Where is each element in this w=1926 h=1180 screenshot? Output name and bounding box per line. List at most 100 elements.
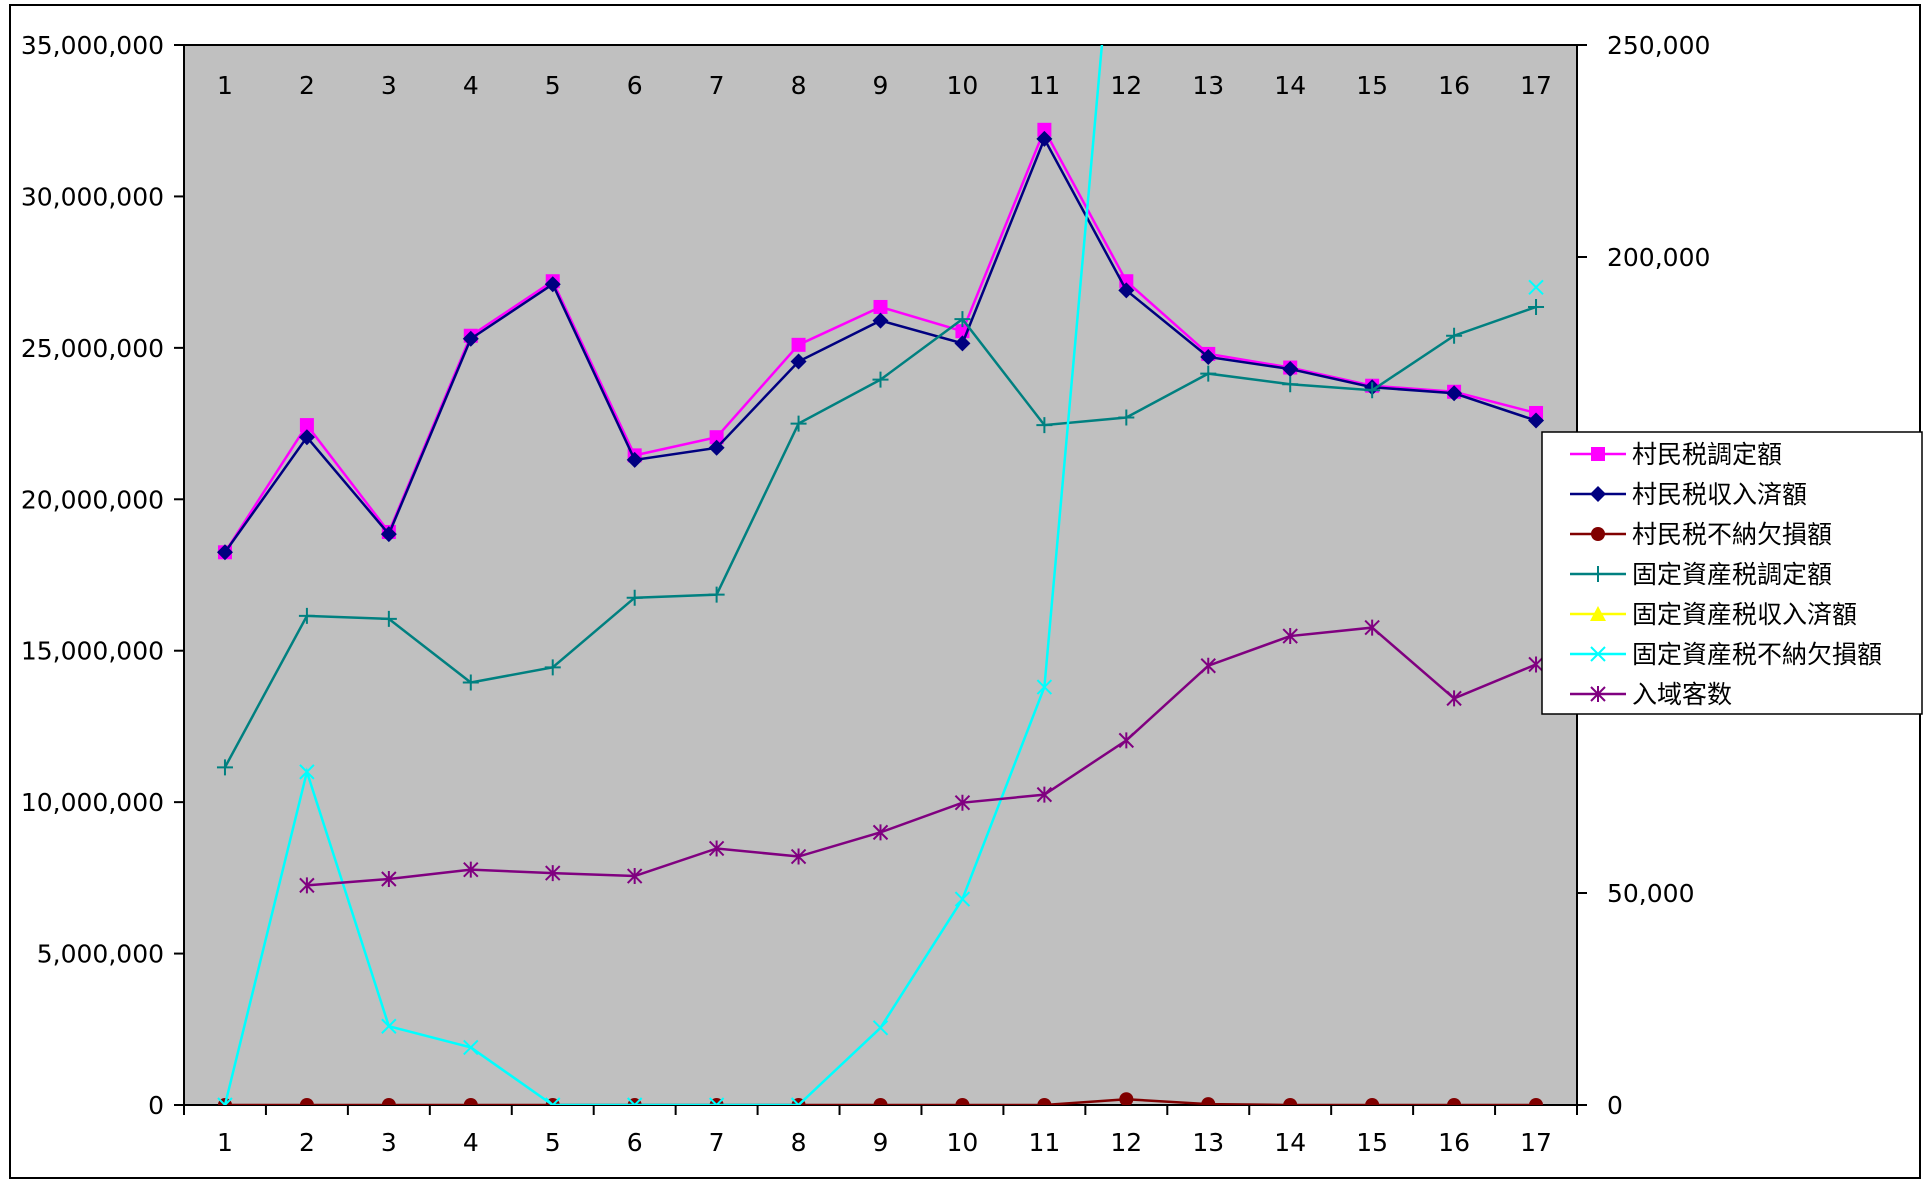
data-point — [1528, 656, 1544, 673]
data-point — [463, 861, 479, 878]
x-axis-tick-label: 5 — [545, 1128, 561, 1157]
legend-item: 村民税不納欠損額 — [1570, 520, 1832, 549]
data-point — [709, 1098, 724, 1105]
x-axis-tick-label: 4 — [463, 1128, 479, 1157]
legend-marker — [1590, 686, 1606, 702]
data-point — [1282, 361, 1299, 378]
x-axis-tick-label: 12 — [1110, 1128, 1142, 1157]
plot-area — [183, 44, 1578, 1106]
data-point — [790, 848, 807, 865]
data-point — [872, 824, 889, 841]
x-axis-top-tick-label: 8 — [791, 71, 807, 100]
data-point — [626, 1097, 643, 1105]
data-point — [299, 877, 315, 894]
left-axis-tick-label: 10,000,000 — [21, 788, 164, 817]
data-point — [1118, 732, 1135, 749]
legend-item: 固定資産税収入済額 — [1570, 600, 1857, 629]
data-point — [1282, 628, 1298, 645]
x-axis-tick-label: 14 — [1274, 1128, 1306, 1157]
data-point — [1037, 122, 1052, 137]
data-point — [955, 1098, 970, 1105]
x-axis-top-tick-label: 3 — [381, 71, 397, 100]
data-point — [1036, 679, 1053, 695]
data-point — [873, 299, 888, 314]
data-point — [1036, 417, 1053, 434]
left-axis-tick-label: 0 — [148, 1091, 164, 1120]
data-point — [1447, 1098, 1462, 1105]
data-point — [872, 1020, 889, 1036]
legend-marker — [1591, 527, 1605, 541]
x-axis-tick-label: 17 — [1520, 1128, 1552, 1157]
x-axis-top-tick-label: 13 — [1192, 71, 1224, 100]
data-point — [299, 1098, 314, 1105]
x-axis-top-tick-label: 6 — [627, 71, 643, 100]
data-point — [299, 418, 314, 433]
x-axis-top-tick-label: 4 — [463, 71, 479, 100]
data-point — [627, 1098, 642, 1105]
data-point — [298, 607, 315, 624]
series-layer — [216, 45, 1545, 1105]
data-point — [1528, 412, 1545, 429]
x-axis-tick-label: 6 — [627, 1128, 643, 1157]
x-axis-tick-label: 10 — [947, 1128, 979, 1157]
data-point — [1446, 385, 1463, 402]
legend-label: 村民税収入済額 — [1632, 480, 1807, 509]
data-point — [1200, 365, 1217, 382]
x-axis-tick-label: 2 — [299, 1128, 315, 1157]
legend-label: 固定資産税調定額 — [1632, 560, 1832, 589]
data-point — [1365, 1098, 1380, 1105]
right-axis-tick-label: 0 — [1607, 1091, 1623, 1120]
left-axis-tick-label: 20,000,000 — [21, 485, 164, 514]
data-point — [545, 865, 561, 882]
x-axis-top-tick-label: 12 — [1110, 71, 1142, 100]
data-point — [626, 868, 643, 885]
data-point — [298, 429, 315, 446]
left-axis-tick-label: 35,000,000 — [21, 31, 164, 60]
data-point — [1529, 1098, 1544, 1105]
data-point — [1200, 348, 1217, 365]
data-point — [790, 415, 807, 432]
data-point — [954, 794, 971, 811]
x-axis-tick-label: 7 — [709, 1128, 725, 1157]
x-axis-top-tick-label: 2 — [299, 71, 315, 100]
x-axis-tick-label: 3 — [381, 1128, 397, 1157]
x-axis-tick-label: 13 — [1192, 1128, 1224, 1157]
legend-label: 村民税不納欠損額 — [1632, 520, 1832, 549]
data-point — [544, 659, 561, 676]
series-7 — [299, 619, 1544, 894]
data-point — [1037, 1098, 1052, 1105]
data-point — [462, 674, 479, 691]
data-point — [790, 353, 807, 370]
data-point — [1446, 327, 1463, 344]
data-point — [380, 526, 397, 543]
data-point — [216, 544, 233, 561]
data-point — [626, 451, 643, 468]
legend-item: 固定資産税調定額 — [1570, 560, 1832, 589]
data-point — [545, 1097, 561, 1105]
data-point — [1283, 1098, 1298, 1105]
data-point — [1118, 282, 1135, 299]
x-axis-bottom: 1 2 3 4 5 6 7 8 9 10 11 12 13 14 15 16 17 — [183, 1105, 1578, 1157]
data-point — [954, 335, 971, 352]
legend-marker — [1590, 566, 1606, 582]
data-point — [872, 371, 889, 388]
left-axis-tick-label: 25,000,000 — [21, 334, 164, 363]
data-point — [708, 586, 725, 603]
left-axis-tick-label: 5,000,000 — [37, 940, 164, 969]
legend-item: 村民税調定額 — [1570, 440, 1782, 469]
legend-label: 固定資産税収入済額 — [1632, 600, 1857, 629]
legend-marker — [1590, 606, 1606, 621]
data-point — [791, 337, 806, 352]
data-point — [380, 610, 397, 627]
right-axis-tick-label: 200,000 — [1607, 243, 1710, 272]
data-point — [1364, 619, 1380, 636]
data-point — [790, 1097, 807, 1105]
data-point — [1446, 690, 1462, 707]
series-line — [223, 45, 1104, 1105]
legend: 村民税調定額村民税収入済額村民税不納欠損額固定資産税調定額固定資産税収入済額固定… — [1541, 431, 1923, 715]
data-point — [708, 1097, 725, 1105]
legend-item: 入域客数 — [1570, 680, 1732, 709]
legend-label: 入域客数 — [1632, 680, 1732, 709]
